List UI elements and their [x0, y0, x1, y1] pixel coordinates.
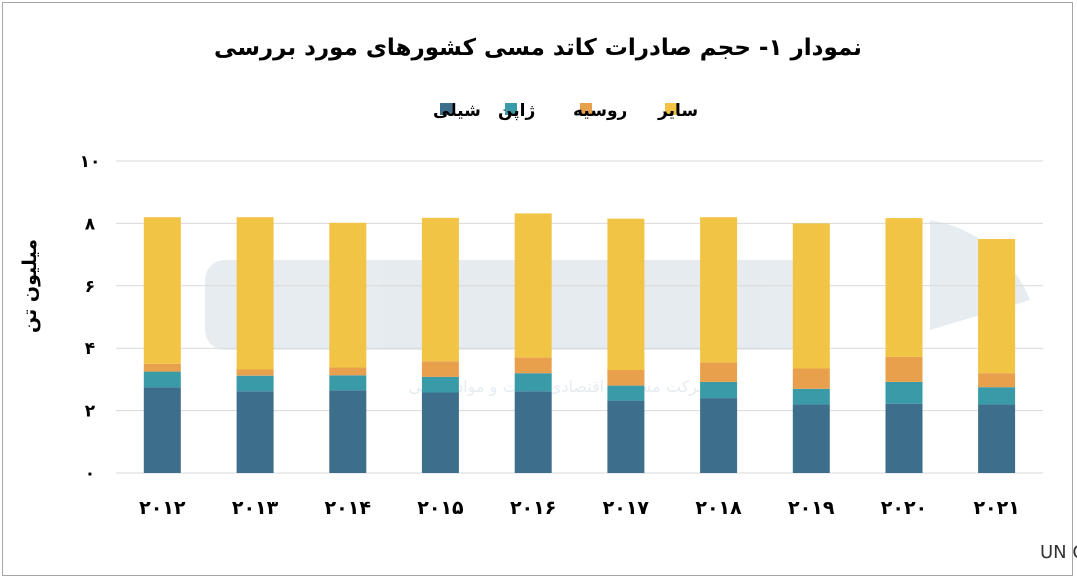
bar-segment: [978, 239, 1016, 374]
bar-segment: [607, 218, 645, 370]
bar-segment: [514, 373, 552, 392]
y-tick-label: ۸: [85, 214, 96, 234]
bar-segment: [329, 367, 367, 376]
y-ticks: ۰ ۲ ۴ ۶ ۸ ۱۰: [80, 152, 101, 484]
x-tick-label: ۲۰۲۰: [881, 497, 927, 519]
legend: شیلی ژاپن روسیه سایر: [433, 101, 698, 121]
bar-segment: [700, 398, 738, 473]
y-tick-label: ۰: [85, 464, 95, 484]
chart-title: نمودار ۱- حجم صادرات کاتد مسی کشورهای مو…: [214, 35, 862, 61]
bar-segment: [421, 217, 459, 362]
legend-swatch: [580, 103, 592, 115]
bar-segment: [236, 391, 274, 473]
x-tick-label: ۲۰۱۲: [139, 497, 186, 519]
x-tick-label: ۲۰۱۶: [510, 497, 556, 519]
legend-swatch: [665, 103, 677, 115]
bar-segment: [421, 392, 459, 473]
x-tick-label: ۲۰۱۵: [417, 497, 464, 519]
legend-label: روسیه: [573, 101, 627, 121]
bar-segment: [700, 362, 738, 382]
bar-segment: [236, 217, 274, 370]
y-tick-label: ۴: [85, 339, 95, 359]
bar-segment: [143, 363, 181, 372]
bar-segment: [607, 385, 645, 401]
bar-segment: [885, 218, 923, 357]
bar-segment: [700, 217, 738, 363]
bar-segment: [978, 387, 1016, 405]
y-tick-label: ۱۰: [80, 152, 101, 172]
bar-segment: [143, 217, 181, 364]
bar-segment: [236, 369, 274, 376]
source-note: منبع: UN Comtrade: [1040, 542, 1077, 563]
bar-segment: [885, 403, 923, 473]
legend-swatch: [505, 103, 517, 115]
legend-label: ژاپن: [498, 101, 535, 121]
x-tick-label: ۲۰۱۳: [232, 497, 279, 519]
x-tick-label: ۲۰۲۱: [973, 497, 1019, 519]
bar-segment: [885, 381, 923, 404]
bar-segment: [792, 388, 830, 405]
bar-segment: [421, 361, 459, 377]
bar-segment: [143, 387, 181, 473]
bar-segment: [607, 400, 645, 473]
bar-segment: [978, 373, 1016, 388]
bar-segment: [143, 371, 181, 388]
bar-segment: [329, 222, 367, 368]
x-tick-label: ۲۰۱۹: [788, 497, 835, 519]
y-tick-label: ۲: [85, 402, 96, 422]
bar-segment: [329, 390, 367, 473]
bar-segment: [792, 223, 830, 369]
y-axis-label: میلیون تن: [19, 239, 41, 333]
bar-segment: [700, 381, 738, 399]
legend-swatch: [440, 103, 452, 115]
bar-segment: [421, 376, 459, 393]
y-tick-label: ۶: [85, 277, 95, 297]
x-ticks: ۲۰۱۲ ۲۰۱۳ ۲۰۱۴ ۲۰۱۵ ۲۰۱۶ ۲۰۱۷ ۲۰۱۸ ۲۰۱۹ ۲۰۲۰ ۲۰۲۱: [139, 497, 1020, 519]
bar-segment: [329, 375, 367, 391]
bar-segment: [978, 404, 1016, 473]
x-tick-label: ۲۰۱۴: [325, 497, 371, 519]
bar-segment: [236, 375, 274, 392]
bar-segment: [792, 368, 830, 389]
bar-segment: [514, 391, 552, 473]
bar-segment: [607, 370, 645, 386]
legend-label: شیلی: [433, 101, 481, 121]
bars: [143, 213, 1016, 473]
x-tick-label: ۲۰۱۷: [603, 497, 650, 519]
bar-segment: [514, 213, 552, 358]
bar-segment: [514, 357, 552, 374]
bar-segment: [792, 404, 830, 473]
legend-label: سایر: [657, 101, 698, 121]
bar-segment: [885, 356, 923, 382]
x-tick-label: ۲۰۱۸: [695, 497, 742, 519]
